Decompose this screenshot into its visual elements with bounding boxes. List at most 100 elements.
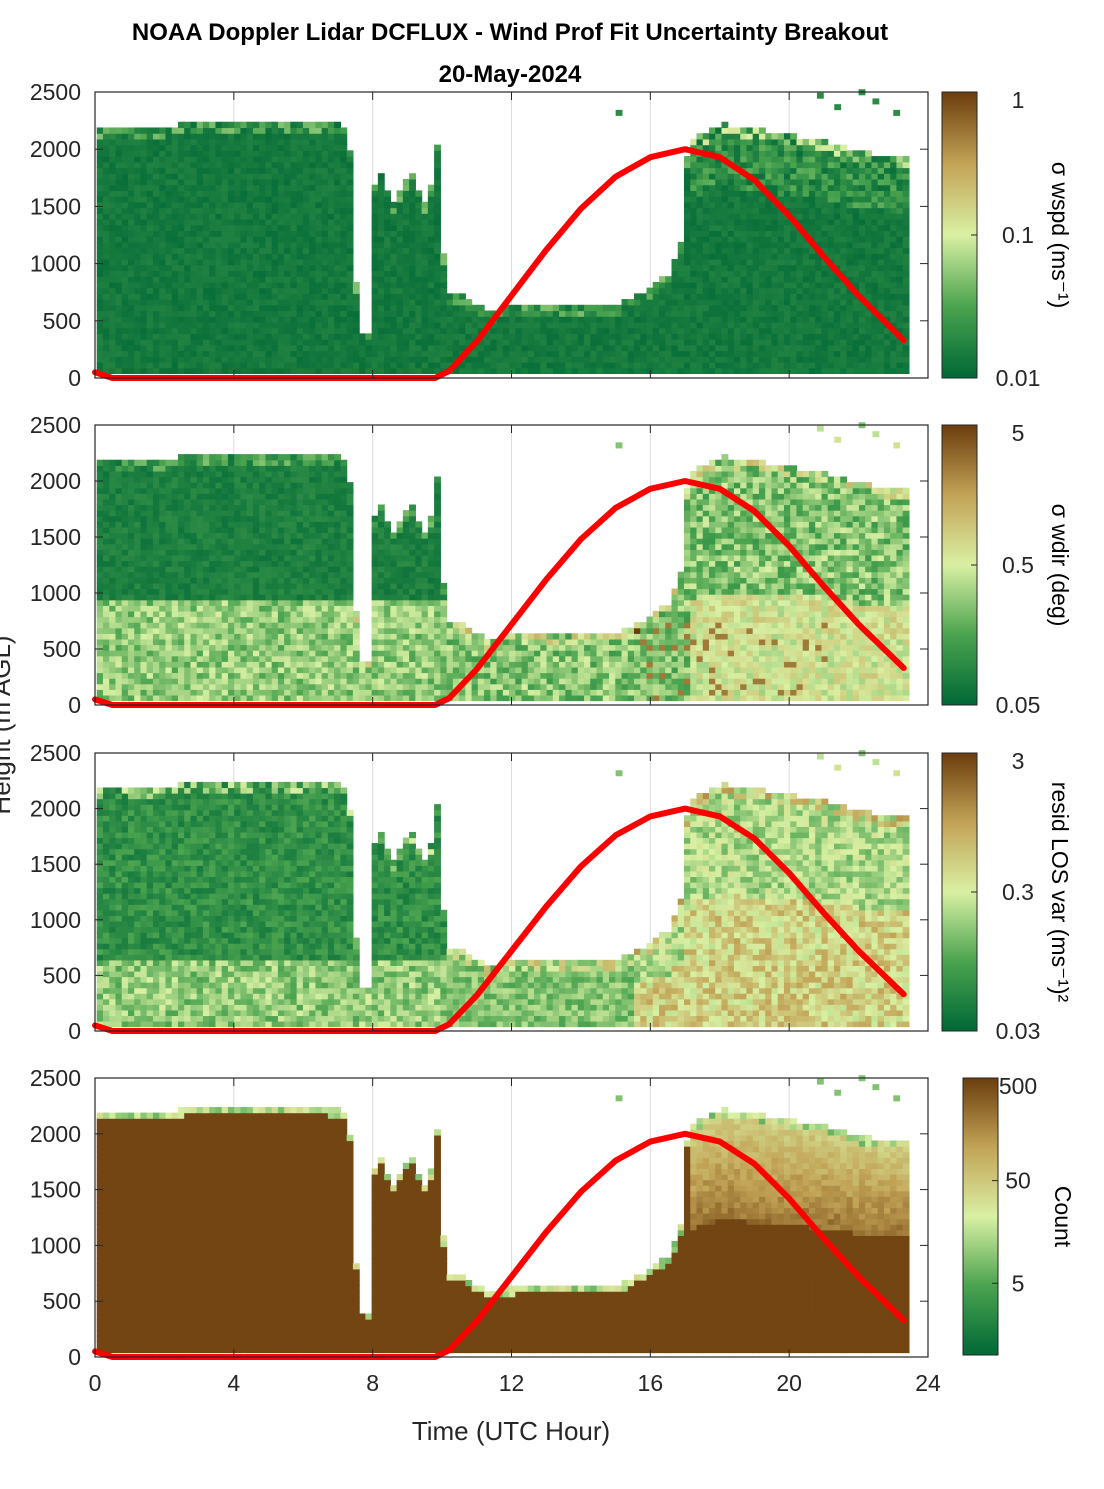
heatmap-cell [896,281,904,289]
heatmap-cell [121,549,129,556]
heatmap-cell [327,144,335,151]
heatmap-cell [596,333,604,340]
heatmap-cell [840,310,848,317]
heatmap-cell [883,241,891,249]
heatmap-cell [677,253,685,260]
heatmap-cell [902,264,910,272]
heatmap-cell [590,356,598,363]
heatmap-cell [109,344,117,352]
y-tick-label: 1500 [30,193,81,219]
heatmap-cell [871,218,879,226]
heatmap-cell [765,178,773,186]
heatmap-cell [740,259,748,266]
heatmap-cell [259,247,267,254]
heatmap-cell [277,276,285,283]
heatmap-cell [140,515,148,522]
heatmap-cell [552,361,560,369]
heatmap-cell [796,293,804,300]
heatmap-cell [252,133,260,140]
heatmap-cell [802,196,810,203]
heatmap-cell [758,150,766,157]
heatmap-cell [315,367,323,375]
heatmap-cell [165,156,173,163]
heatmap-cell [434,167,441,174]
heatmap-cell [115,224,123,232]
heatmap-cell [746,327,754,334]
heatmap-cell [146,577,154,584]
heatmap-cell [309,196,316,203]
heatmap-cell [702,299,710,306]
heatmap-cell [184,190,192,197]
heatmap-cell [96,184,104,191]
heatmap-cell [146,538,154,545]
heatmap-cell [315,270,323,277]
heatmap-cell [102,549,110,556]
heatmap-cell [783,253,791,260]
heatmap-cell [690,270,698,277]
heatmap-cell [165,526,173,534]
heatmap-cell [808,173,816,180]
heatmap-cell [758,270,766,277]
heatmap-cell [659,356,666,363]
heatmap-cell [577,361,585,369]
heatmap-cell [415,304,423,312]
heatmap-cell [177,672,185,679]
heatmap-cell [865,361,873,369]
heatmap-cell [177,184,185,191]
heatmap-cell [102,167,110,174]
heatmap-cell [140,281,148,289]
heatmap-cell [196,247,204,254]
heatmap-cell [440,356,448,363]
heatmap-cell [259,299,267,306]
heatmap-cell [184,672,192,679]
heatmap-cell [177,167,185,174]
heatmap-cell [696,333,704,340]
heatmap-cell [109,510,117,517]
heatmap-cell [340,224,348,232]
heatmap-cell [202,588,210,595]
heatmap-cell [334,207,341,214]
heatmap-cell [140,150,148,157]
heatmap-cell [346,247,354,254]
heatmap-cell [259,344,267,352]
heatmap-cell [277,127,285,134]
heatmap-cell [202,616,210,623]
heatmap-cell [377,310,385,317]
heatmap-cell [121,605,129,612]
heatmap-cell [321,270,329,277]
heatmap-cell [740,224,748,232]
heatmap-cell [315,316,323,323]
heatmap-cell [215,138,223,146]
heatmap-cell [896,207,904,214]
heatmap-cell [159,310,167,317]
heatmap-cell [246,304,254,312]
heatmap-cell [102,247,110,254]
heatmap-cell [446,299,454,306]
heatmap-cell [427,299,435,306]
heatmap-cell [190,566,198,573]
heatmap-cell [546,361,554,369]
heatmap-cell [290,133,298,140]
heatmap-cell [202,173,210,180]
heatmap-cell [540,356,548,363]
heatmap-cell [202,582,210,590]
heatmap-cell [302,161,310,169]
heatmap-cell [721,361,729,369]
heatmap-cell [240,201,248,209]
heatmap-cell [159,333,167,340]
heatmap-cell [184,133,192,140]
heatmap-cell [877,259,885,266]
heatmap-cell [115,156,123,163]
heatmap-cell [840,327,848,334]
heatmap-cell [783,173,791,180]
heatmap-cell [184,213,192,220]
heatmap-cell [152,230,160,237]
heatmap-cell [396,350,404,357]
heatmap-cell [127,167,135,174]
heatmap-cell [284,259,292,266]
heatmap-cell [708,339,716,346]
heatmap-cell [902,276,910,283]
heatmap-cell [409,184,416,191]
heatmap-cell [415,299,423,306]
heatmap-cell [421,281,429,289]
